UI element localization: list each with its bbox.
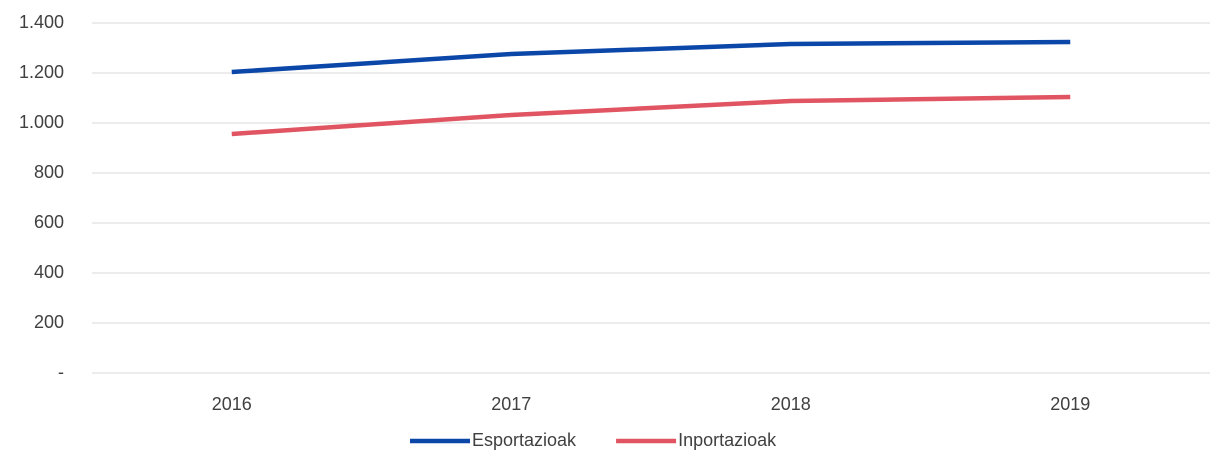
y-tick-label: 1.000 bbox=[19, 112, 64, 132]
y-tick-label: 400 bbox=[34, 262, 64, 282]
y-tick-label: 800 bbox=[34, 162, 64, 182]
series-line bbox=[231, 39, 1071, 75]
x-tick-label: 2017 bbox=[491, 394, 531, 414]
y-tick-label: 200 bbox=[34, 312, 64, 332]
y-tick-label: - bbox=[58, 362, 64, 382]
x-tick-label: 2016 bbox=[212, 394, 252, 414]
x-tick-label: 2019 bbox=[1050, 394, 1090, 414]
series-line bbox=[231, 94, 1071, 137]
y-tick-label: 1.400 bbox=[19, 12, 64, 32]
legend-label: Inportazioak bbox=[678, 430, 777, 450]
legend-label: Esportazioak bbox=[472, 430, 577, 450]
y-tick-label: 600 bbox=[34, 212, 64, 232]
x-tick-label: 2018 bbox=[771, 394, 811, 414]
y-tick-label: 1.200 bbox=[19, 62, 64, 82]
